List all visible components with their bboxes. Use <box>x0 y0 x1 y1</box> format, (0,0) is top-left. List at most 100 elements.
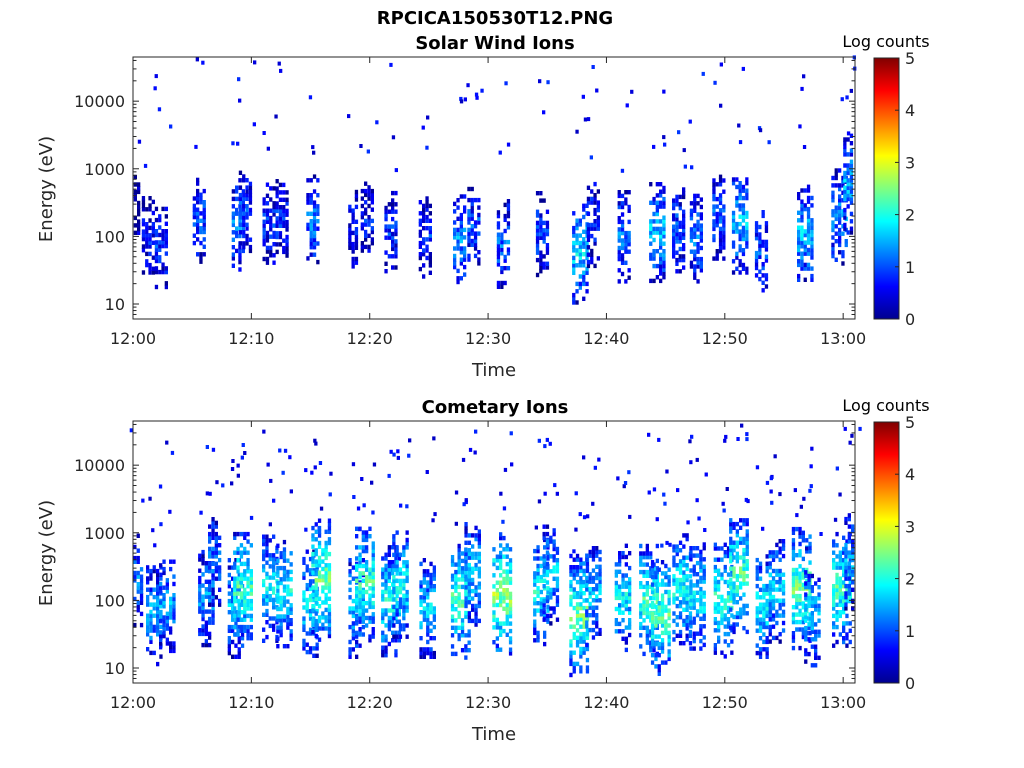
cometary-cell <box>585 605 590 611</box>
cometary-cell <box>272 623 276 629</box>
cometary-cell <box>348 639 352 645</box>
cometary-cell <box>198 628 202 633</box>
cometary-cell <box>391 545 395 550</box>
solar-wind-cell <box>542 110 546 115</box>
solar-wind-cell <box>199 192 203 197</box>
cometary-cell <box>650 615 655 621</box>
cometary-cell <box>505 610 509 615</box>
solar-wind-cell <box>761 288 765 293</box>
cometary-cell <box>426 650 430 656</box>
solar-wind-cell <box>798 124 802 129</box>
solar-wind-cell <box>306 222 310 228</box>
solar-wind-cell <box>418 218 422 223</box>
cometary-cell <box>702 624 706 629</box>
cometary-cell <box>211 517 215 522</box>
cometary-cell <box>272 564 276 569</box>
cometary-cell <box>755 591 759 596</box>
cometary-cell <box>211 620 215 625</box>
solar-wind-cell <box>496 239 501 245</box>
cometary-cell <box>765 554 769 559</box>
cometary-cell <box>201 628 205 633</box>
solar-wind-cell <box>843 141 847 146</box>
cometary-cell <box>695 498 699 503</box>
solar-wind-cell <box>806 247 811 253</box>
solar-wind-cell <box>575 263 579 268</box>
solar-wind-cell <box>262 197 266 202</box>
solar-wind-cell <box>137 204 141 209</box>
cometary-cell <box>591 635 596 640</box>
cometary-cell <box>569 572 573 577</box>
cometary-cell <box>645 588 649 593</box>
solar-wind-cell <box>238 98 242 103</box>
cometary-cell <box>317 563 322 568</box>
cometary-cell <box>405 537 409 543</box>
solar-wind-cell <box>738 188 742 193</box>
solar-wind-cell <box>265 212 270 217</box>
solar-wind-cell <box>722 223 726 228</box>
cometary-cell <box>358 619 362 624</box>
cometary-cell <box>795 513 799 518</box>
cometary-cell <box>471 607 475 612</box>
cometary-cell <box>419 636 423 641</box>
cometary-cell <box>162 600 166 605</box>
cometary-cell <box>739 607 743 612</box>
solar-wind-cell <box>145 222 149 227</box>
cometary-cell <box>717 587 721 592</box>
solar-wind-cell <box>802 145 807 149</box>
solar-wind-cell <box>463 246 467 251</box>
solar-wind-x-tick-label: 13:00 <box>820 329 866 348</box>
cometary-cell <box>723 605 727 611</box>
cometary-cell <box>313 438 317 443</box>
cometary-cell <box>771 557 776 562</box>
cometary-cell <box>324 570 328 575</box>
cometary-cell <box>305 568 309 573</box>
solar-wind-cell <box>496 251 501 256</box>
solar-wind-cell <box>718 237 723 243</box>
cometary-cell <box>348 587 352 593</box>
solar-wind-cell <box>738 236 742 242</box>
solar-wind-cell <box>467 257 471 262</box>
cometary-cell <box>645 551 649 556</box>
solar-wind-cell <box>699 238 703 243</box>
cometary-cell <box>198 583 202 588</box>
cometary-cell <box>505 580 509 585</box>
cometary-cell <box>395 560 399 565</box>
cometary-cell <box>685 637 689 642</box>
cometary-cell <box>682 559 686 564</box>
cometary-cell <box>735 600 739 605</box>
solar-wind-cell <box>590 256 594 261</box>
solar-wind-cell <box>351 230 355 236</box>
cometary-cell <box>720 546 724 551</box>
solar-wind-cell <box>141 203 146 208</box>
solar-wind-cell <box>148 233 152 238</box>
solar-wind-cell <box>316 259 320 265</box>
cometary-cell <box>249 515 254 520</box>
solar-wind-cell <box>575 233 579 238</box>
cometary-cell <box>650 627 655 632</box>
cometary-cell <box>685 589 689 594</box>
cometary-cell <box>838 550 842 555</box>
cometary-cell <box>502 506 507 511</box>
solar-wind-cell <box>235 185 239 190</box>
cometary-cell <box>838 591 842 596</box>
cometary-cell <box>317 615 322 620</box>
cometary-cell <box>660 604 665 610</box>
cometary-cell <box>739 540 743 545</box>
cometary-cell <box>726 617 731 622</box>
solar-wind-cell <box>351 208 355 213</box>
cometary-cell <box>314 548 318 553</box>
solar-wind-cell <box>456 198 460 203</box>
solar-wind-cell <box>715 249 719 254</box>
solar-wind-cell <box>348 204 352 210</box>
cometary-cell <box>778 557 782 562</box>
cometary-cell <box>663 501 667 506</box>
cometary-cell <box>755 595 759 600</box>
cometary-cell <box>314 529 318 534</box>
solar-wind-cell <box>718 174 723 179</box>
cometary-cell <box>699 638 703 644</box>
solar-wind-cell <box>745 233 749 238</box>
solar-wind-cell <box>655 200 659 205</box>
solar-wind-cell <box>459 246 463 251</box>
solar-wind-cell <box>192 211 196 216</box>
solar-wind-cell <box>202 222 206 227</box>
